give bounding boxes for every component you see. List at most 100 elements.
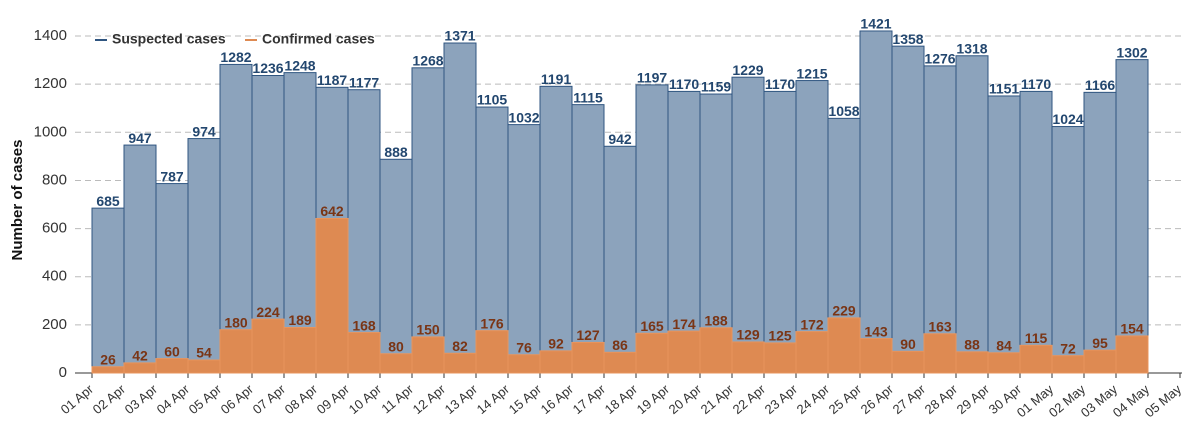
- data-label: 88: [964, 337, 980, 353]
- data-label: 76: [516, 339, 532, 355]
- data-label: 90: [900, 336, 916, 352]
- data-label: 1058: [828, 103, 859, 119]
- x-tick-label: 05 Apr: [186, 381, 225, 417]
- x-tick-label: 17 Apr: [570, 381, 609, 417]
- data-label: 189: [288, 312, 312, 328]
- bar: [1019, 344, 1053, 374]
- x-tick-label: 09 Apr: [314, 381, 353, 417]
- data-label: 154: [1120, 321, 1144, 337]
- data-label: 115: [1025, 330, 1048, 346]
- bar: [923, 333, 957, 374]
- bar: [955, 351, 989, 374]
- bar: [475, 330, 509, 374]
- bar: [795, 331, 829, 374]
- data-label: 1236: [252, 60, 283, 76]
- bar: [411, 336, 445, 374]
- x-tick-label: 26 Apr: [858, 381, 897, 417]
- data-label: 92: [548, 336, 564, 352]
- data-label: 1302: [1116, 44, 1147, 60]
- y-tick-label: 1400: [34, 27, 67, 44]
- data-label: 95: [1092, 335, 1108, 351]
- data-label: 1282: [220, 49, 251, 65]
- bar: [987, 352, 1021, 374]
- legend-label: Suspected cases: [112, 31, 226, 47]
- data-label: 82: [452, 338, 468, 354]
- bar: [155, 183, 189, 374]
- bar: [379, 353, 413, 374]
- bar: [667, 330, 701, 374]
- x-tick-label: 25 Apr: [826, 381, 865, 417]
- data-label: 143: [864, 323, 888, 339]
- bar: [1115, 335, 1149, 374]
- bar: [475, 106, 509, 374]
- x-tick-label: 18 Apr: [602, 381, 641, 417]
- bar: [987, 95, 1021, 374]
- bar: [443, 352, 477, 374]
- x-tick-label: 24 Apr: [794, 381, 833, 417]
- data-label: 176: [480, 315, 504, 331]
- data-label: 1421: [860, 16, 891, 32]
- x-tick-label: 10 Apr: [346, 381, 385, 417]
- bar: [859, 338, 893, 374]
- data-label: 942: [608, 131, 632, 147]
- data-label: 188: [704, 312, 728, 328]
- x-tick-label: 28 Apr: [922, 381, 961, 417]
- x-tick-label: 05 May: [1142, 381, 1185, 420]
- bar: [731, 76, 765, 374]
- bar: [1051, 355, 1085, 374]
- bar: [91, 366, 125, 374]
- data-label: 150: [416, 322, 440, 338]
- data-label: 1248: [284, 57, 315, 73]
- bar: [763, 342, 797, 374]
- bar: [603, 351, 637, 374]
- data-label: 54: [196, 345, 212, 361]
- data-label: 42: [132, 348, 148, 364]
- x-tick-label: 29 Apr: [954, 381, 993, 417]
- bar: [891, 45, 925, 374]
- data-label: 168: [352, 317, 376, 333]
- bar: [187, 359, 221, 374]
- y-tick-label: 1000: [34, 123, 67, 140]
- bar: [827, 317, 861, 374]
- data-label: 1177: [349, 74, 380, 90]
- data-label: 1166: [1085, 77, 1116, 93]
- bar: [219, 329, 253, 374]
- x-tick-label: 20 Apr: [666, 381, 705, 417]
- data-label: 163: [928, 318, 952, 334]
- x-tick-label: 03 Apr: [122, 381, 161, 417]
- x-tick-label: 19 Apr: [634, 381, 673, 417]
- data-label: 1318: [956, 40, 987, 56]
- data-label: 224: [256, 304, 280, 320]
- bar: [507, 354, 541, 374]
- x-tick-label: 06 Apr: [218, 381, 257, 417]
- bar: [891, 350, 925, 374]
- data-label: 1032: [508, 109, 539, 125]
- data-label: 1191: [541, 71, 572, 87]
- bar: [955, 55, 989, 374]
- bar: [539, 350, 573, 374]
- legend-label: Confirmed cases: [262, 31, 375, 47]
- y-tick-label: 400: [42, 268, 67, 285]
- data-label: 129: [736, 327, 760, 343]
- y-tick-label: 800: [42, 171, 67, 188]
- data-label: 1187: [317, 72, 348, 88]
- bar: [1083, 91, 1117, 374]
- bar: [187, 138, 221, 374]
- data-label: 974: [192, 123, 216, 139]
- data-label: 1276: [924, 51, 955, 67]
- x-tick-label: 12 Apr: [410, 381, 449, 417]
- x-tick-label: 14 Apr: [474, 381, 513, 417]
- data-label: 174: [672, 316, 696, 332]
- x-tick-label: 01 Apr: [58, 381, 97, 417]
- data-label: 72: [1060, 340, 1076, 356]
- data-label: 125: [768, 328, 792, 344]
- y-axis-label: Number of cases: [9, 140, 26, 261]
- y-tick-label: 600: [42, 220, 67, 237]
- bar: [1115, 59, 1149, 374]
- x-tick-label: 07 Apr: [250, 381, 289, 417]
- data-label: 1170: [1021, 76, 1052, 92]
- data-label: 80: [388, 338, 404, 354]
- data-label: 180: [224, 314, 248, 330]
- bar: [603, 145, 637, 374]
